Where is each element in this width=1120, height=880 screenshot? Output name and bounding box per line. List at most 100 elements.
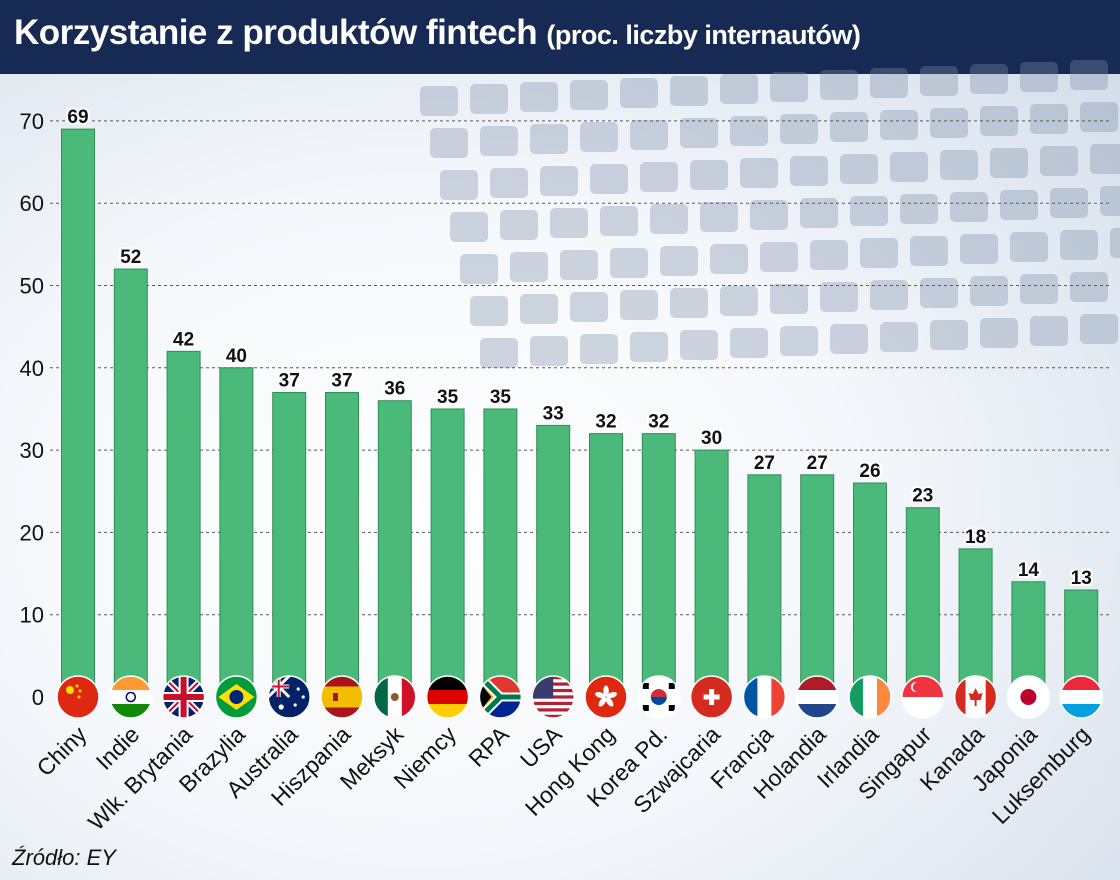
app-tile — [420, 86, 458, 116]
app-tile — [570, 80, 608, 110]
flag-rim — [795, 675, 839, 719]
y-tick-label: 40 — [20, 356, 44, 381]
bar — [219, 367, 254, 698]
brazil-flag — [214, 675, 259, 719]
app-tile — [730, 328, 768, 358]
y-tick-label: 60 — [20, 191, 44, 216]
app-tile — [880, 110, 918, 140]
app-tile — [480, 126, 518, 156]
flag-body — [532, 676, 575, 718]
germany-flag — [425, 675, 470, 719]
app-tile — [770, 72, 808, 102]
flag-rim — [267, 675, 311, 719]
app-tile — [900, 194, 938, 224]
app-tile — [660, 246, 698, 276]
app-tile — [1080, 102, 1118, 132]
app-tile — [470, 84, 508, 114]
app-tile — [830, 324, 868, 354]
app-tile — [540, 166, 578, 196]
data-label: 35 — [490, 387, 512, 408]
data-label: 35 — [437, 387, 459, 408]
title-subtitle: (proc. liczby internautów) — [546, 20, 861, 50]
y-tick-label: 20 — [20, 520, 44, 545]
data-label: 13 — [1071, 568, 1092, 589]
flag-rim — [214, 675, 259, 719]
flag-rim — [584, 675, 628, 719]
app-tile — [1070, 60, 1108, 90]
mexico-flag — [373, 675, 417, 719]
bar — [800, 474, 835, 698]
app-tile — [490, 168, 528, 198]
app-tile — [530, 336, 568, 366]
flag-body — [690, 676, 733, 718]
data-label: 26 — [859, 461, 880, 482]
app-tile — [620, 78, 658, 108]
app-tile — [560, 250, 598, 280]
data-label: 18 — [965, 527, 986, 548]
app-tile — [970, 276, 1008, 306]
app-tile — [820, 70, 858, 100]
flag-rim — [531, 675, 575, 719]
bar — [113, 268, 148, 698]
app-tile — [920, 278, 958, 308]
app-tile — [1050, 188, 1088, 218]
app-tile — [580, 334, 618, 364]
chart-title: Korzystanie z produktów fintech (proc. l… — [14, 13, 861, 53]
bar — [166, 350, 201, 698]
flag-body — [57, 676, 99, 718]
flag-rim — [1059, 675, 1103, 719]
app-tile — [720, 286, 758, 316]
app-tile — [600, 206, 638, 236]
bar — [377, 400, 412, 698]
app-tile — [760, 242, 798, 272]
app-tile — [580, 122, 618, 152]
app-tile — [850, 196, 888, 226]
flag-rim — [161, 675, 206, 719]
flag-rim — [320, 675, 364, 719]
flag-rim — [1006, 675, 1051, 719]
flag-rim — [689, 675, 734, 719]
app-tile — [960, 234, 998, 264]
app-tile — [640, 162, 678, 192]
data-label: 69 — [67, 107, 88, 128]
app-tile — [790, 156, 828, 186]
flag-rim — [848, 675, 892, 719]
canada-flag — [953, 675, 998, 719]
flag-body — [268, 676, 311, 718]
china-flag — [56, 675, 100, 719]
bar — [430, 408, 465, 698]
app-tile — [570, 292, 608, 322]
app-tile — [910, 236, 948, 266]
app-tile — [630, 332, 668, 362]
app-tile — [990, 148, 1028, 178]
app-tile — [870, 68, 908, 98]
flag-body — [215, 676, 258, 718]
app-tile — [550, 208, 588, 238]
flag-rim — [373, 675, 417, 719]
flag-rim — [109, 675, 153, 719]
app-tile — [500, 210, 538, 240]
app-tile — [1020, 274, 1058, 304]
app-tile — [1110, 228, 1120, 258]
app-tile — [980, 318, 1018, 348]
south-africa-flag — [478, 675, 523, 719]
data-label: 27 — [754, 453, 775, 474]
app-tile — [920, 66, 958, 96]
data-label: 30 — [701, 428, 722, 449]
app-tile — [730, 116, 768, 146]
data-label: 36 — [384, 379, 405, 400]
app-tile — [680, 118, 718, 148]
app-tile — [1040, 146, 1078, 176]
data-label: 52 — [120, 247, 141, 268]
app-tile — [780, 326, 818, 356]
hong-kong-flag — [584, 675, 628, 719]
flag-rim — [637, 675, 681, 719]
bar — [61, 128, 95, 698]
flag-rim — [742, 675, 787, 719]
flag-rim — [425, 675, 470, 719]
app-tile — [670, 76, 708, 106]
bar — [325, 391, 359, 698]
app-tile — [480, 338, 518, 368]
flag-body — [954, 676, 997, 718]
